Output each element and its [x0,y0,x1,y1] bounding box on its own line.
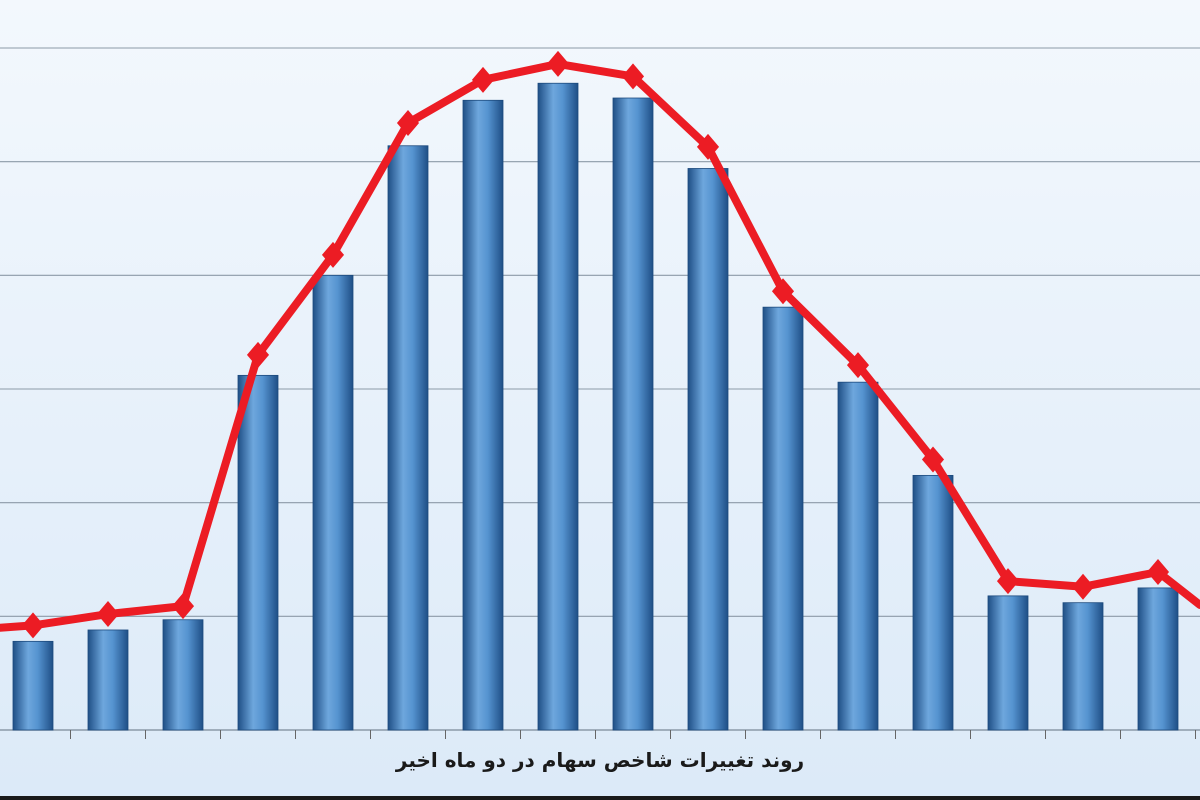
bar [987,595,1029,731]
bar [162,619,204,731]
bar-series [12,82,1179,731]
bar [612,97,654,731]
line-series [0,50,1200,639]
line-point-marker [846,352,870,379]
bar [537,82,579,731]
line-point-marker [246,341,270,368]
bar [762,306,804,731]
bar [1137,587,1179,731]
bar [237,374,279,731]
line-point-marker [96,601,120,628]
line-point-marker [1071,573,1095,600]
line-point-marker [1146,559,1170,586]
bar [1062,602,1104,731]
line-point-marker [21,612,45,639]
x-axis-ticks [70,730,1196,739]
bar [312,274,354,731]
series-line [0,59,1200,632]
bar [387,145,429,731]
line-point-marker [471,66,495,93]
line-point-marker [921,446,945,473]
line-point-marker [546,50,570,77]
line-point-marker [771,278,795,305]
line-point-marker [321,241,345,268]
bar [12,640,54,731]
line-point-marker [696,133,720,160]
bar [837,381,879,731]
bar [912,474,954,731]
line-point-marker [396,110,420,137]
line-point-marker [621,63,645,90]
bar [687,168,729,731]
chart-title: روند تغییرات شاخص سهام در دو ماه اخیر [395,748,805,772]
bar [462,99,504,731]
bar [87,629,129,731]
line-point-marker [996,568,1020,595]
line-point-marker [171,593,195,620]
